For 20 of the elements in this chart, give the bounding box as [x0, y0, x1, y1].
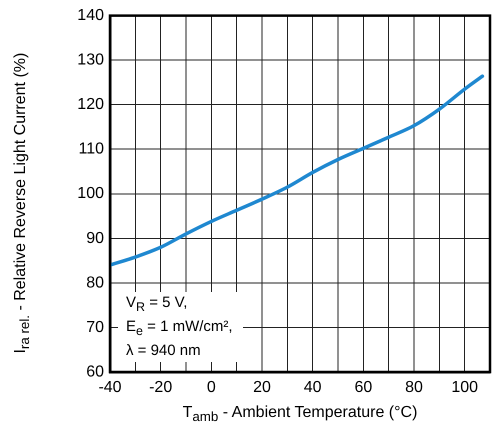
y-tick-label: 110: [78, 140, 104, 158]
y-tick-label: 70: [86, 318, 104, 336]
annotation: V$_{R}$ = 5 V, E$_{e}$ = 1 mW/cm², λ = 940 nm: [118, 292, 243, 362]
line-series: [110, 74, 484, 267]
x-tick-label: 20: [253, 379, 271, 396]
y-tick-label: 60: [86, 363, 104, 380]
x-tick-label: 60: [354, 379, 372, 396]
x-tick-label: 0: [206, 379, 216, 396]
y-tick-label: 90: [86, 230, 104, 247]
x-axis-title: T$_{amb}$ - Ambient Temperature (°C): [182, 404, 418, 424]
y-tick-label: 140: [77, 7, 104, 24]
y-tick-label: 100: [77, 185, 104, 202]
y-tick-label: 130: [77, 52, 104, 69]
y-tick-label: 80: [86, 274, 104, 292]
x-tick-label: -20: [149, 379, 172, 396]
x-tick-label: 40: [304, 379, 322, 396]
y-tick-label: 120: [77, 96, 104, 114]
x-tick-label: -40: [98, 379, 122, 396]
x-tick-label: 80: [405, 379, 423, 396]
x-tick-label: 100: [451, 379, 478, 396]
